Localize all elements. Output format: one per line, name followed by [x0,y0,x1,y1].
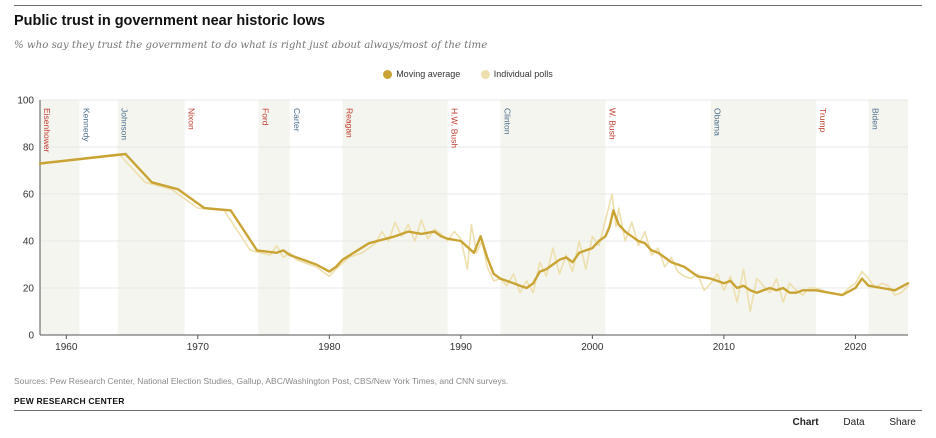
legend: Moving average Individual polls [0,69,936,81]
president-label-kennedy: Kennedy [81,108,91,142]
president-label-ford: Ford [260,108,270,126]
source-note: Sources: Pew Research Center, National E… [14,376,509,386]
x-tick-label-2010: 2010 [713,342,736,353]
president-label-trump: Trump [818,108,828,133]
president-label-reagan: Reagan [344,108,354,138]
legend-swatch-individual-polls [480,69,490,79]
president-shade-clinton [500,100,606,335]
president-shade-reagan [342,100,448,335]
president-label-nixon: Nixon [187,108,197,130]
trust-line-chart: 0 20 40 60 80 100 1960 1970 1980 1990 2000 2010 2020… [17,96,910,353]
president-label-johnson: Johnson [120,108,130,140]
series-line-moving-average [38,152,910,297]
president-shade-johnson [117,100,185,335]
x-tick-label-2000: 2000 [581,342,604,353]
legend-swatch-moving-average [383,69,393,79]
president-label-biden: Biden [871,108,881,130]
legend-item-individual-polls: Individual polls [480,69,553,79]
president-label-clinton: Clinton [502,108,512,135]
x-tick-label-1980: 1980 [318,342,341,353]
legend-label-moving-average: Moving average [396,69,461,79]
tab-chart[interactable]: Chart [792,417,819,428]
legend-item-moving-average: Moving average [383,69,460,79]
president-label-wbush: W. Bush [608,108,618,140]
x-tick-label-2020: 2020 [844,342,867,353]
x-tick-label-1960: 1960 [55,342,78,353]
top-rule [14,5,922,6]
x-tick-label-1990: 1990 [450,342,473,353]
president-label-obama: Obama [713,108,723,136]
president-label-hwbush: H.W. Bush [450,108,460,148]
president-shade-eisenhower [40,100,80,335]
president-shade-biden [868,100,908,335]
bottom-rule [14,410,922,411]
y-tick-label-0: 0 [28,331,34,342]
legend-label-individual-polls: Individual polls [493,69,553,79]
y-tick-label-40: 40 [23,237,35,248]
chart-title: Public trust in government near historic… [14,13,325,29]
view-tabs: Chart Data Share [771,417,917,428]
president-label-eisenhower: Eisenhower [42,108,52,153]
chart-subtitle: % who say they trust the government to d… [14,40,488,51]
president-shade-ford [258,100,290,335]
y-tick-label-20: 20 [23,284,35,295]
x-tick-label-1970: 1970 [187,342,210,353]
y-tick-label-80: 80 [23,143,35,154]
tab-data[interactable]: Data [843,417,865,428]
y-tick-label-100: 100 [17,96,34,107]
president-label-carter: Carter [292,108,302,132]
tab-share[interactable]: Share [889,417,916,428]
president-shade-obama [710,100,816,335]
brand-label: PEW RESEARCH CENTER [14,396,125,406]
y-tick-label-60: 60 [23,190,35,201]
